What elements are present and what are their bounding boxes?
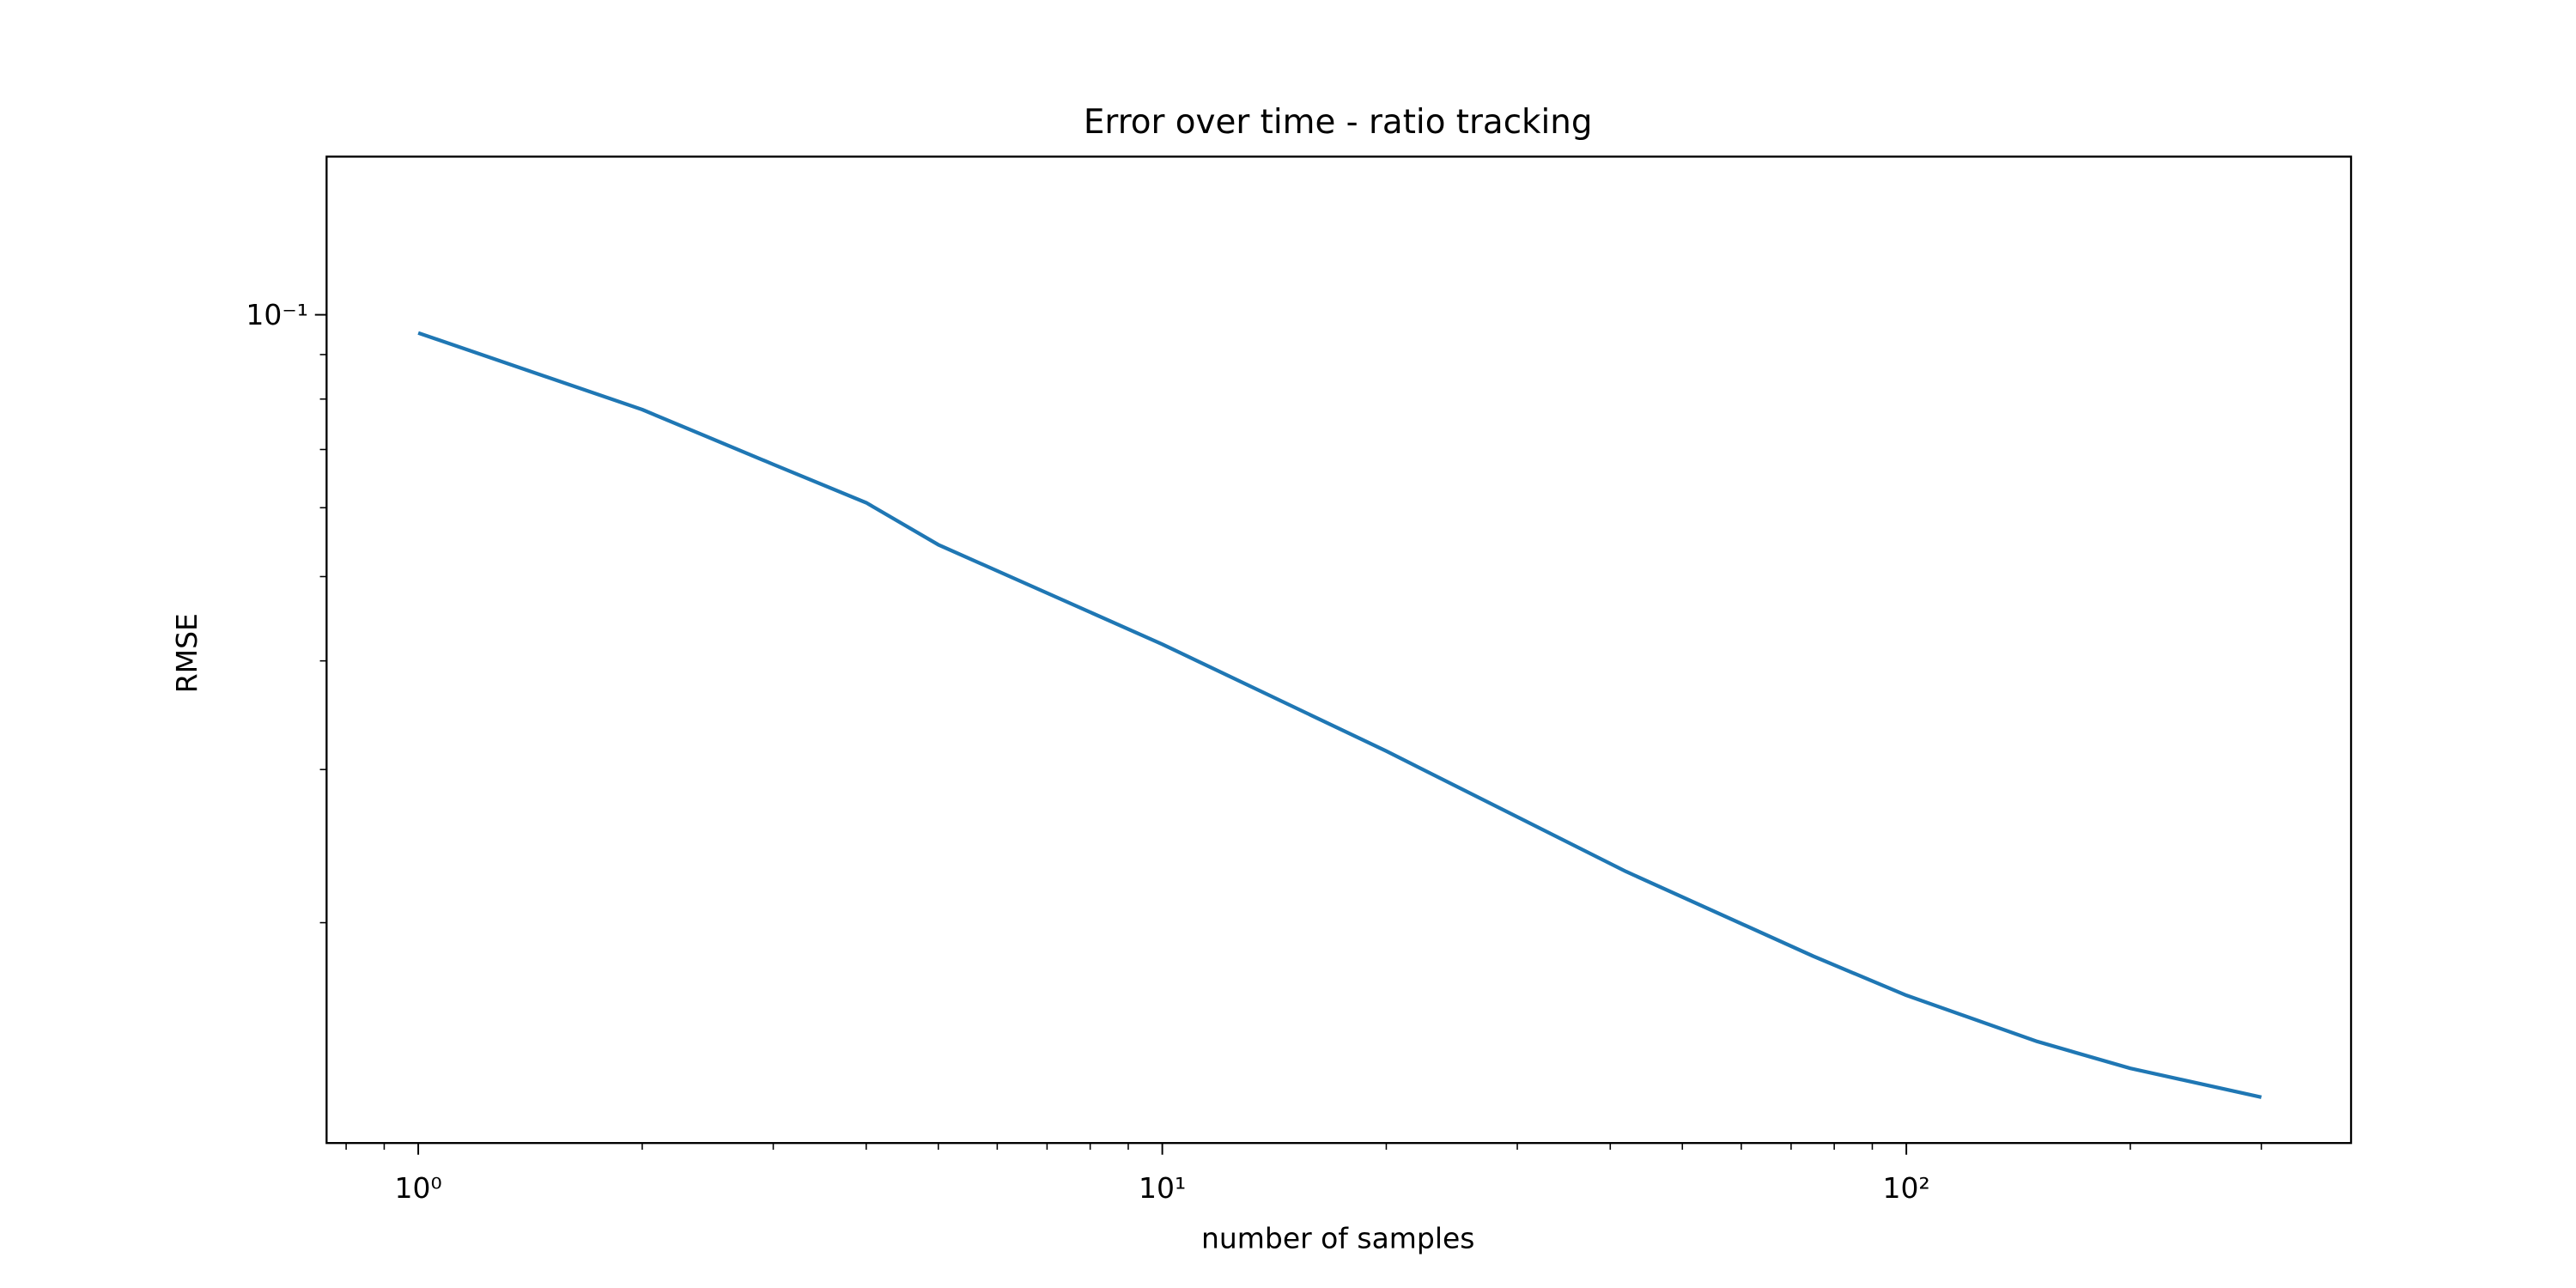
chart-title: Error over time - ratio tracking	[1084, 103, 1593, 142]
x-tick-label: 10¹	[1139, 1171, 1186, 1205]
x-tick-label: 10⁰	[395, 1171, 442, 1205]
data-line	[417, 331, 2263, 1099]
x-axis-label: number of samples	[1201, 1221, 1474, 1255]
y-tick-label: 10⁻¹	[246, 298, 308, 331]
plot-frame	[325, 155, 2353, 1145]
x-tick-label: 10²	[1883, 1171, 1930, 1205]
y-axis-label: RMSE	[170, 613, 204, 693]
